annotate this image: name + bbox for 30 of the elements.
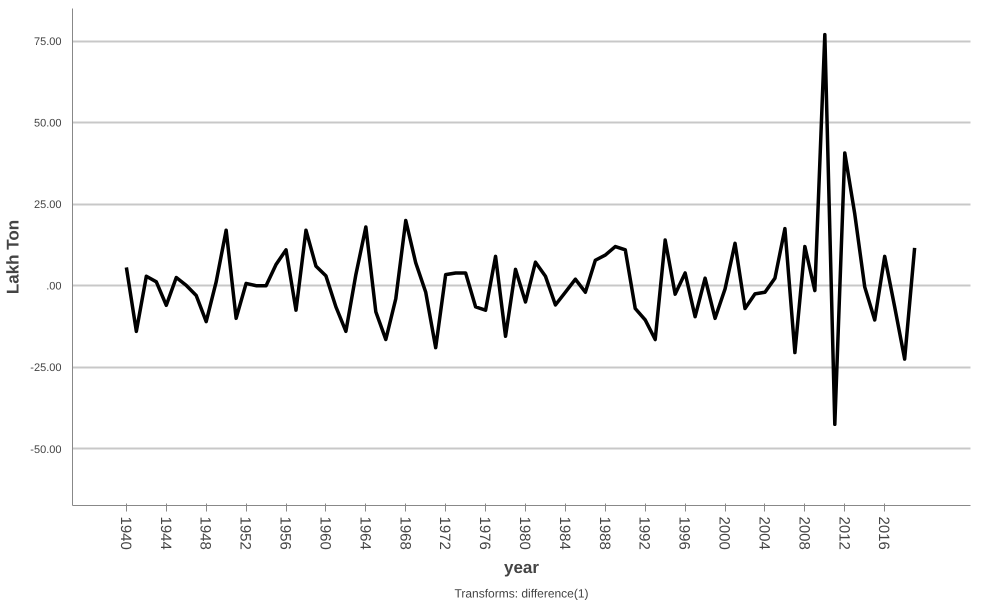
x-tick-label: 1940 (116, 516, 134, 550)
y-tick-label: 25.00 (34, 199, 62, 212)
y-tick-label: 75.00 (34, 36, 62, 48)
x-axis-title: year (504, 558, 540, 577)
x-tick-label: 1968 (396, 516, 414, 550)
y-axis-title: Lakh Ton (3, 220, 22, 294)
y-tick-label: 50.00 (34, 118, 62, 130)
x-tick-label: 1944 (156, 516, 174, 550)
x-tick-label: 1964 (356, 516, 374, 550)
x-tick-label: 1996 (676, 516, 693, 550)
x-tick-label: 2012 (835, 516, 852, 550)
x-tick-label: 1980 (516, 516, 533, 550)
y-tick-label: -50.00 (30, 444, 62, 456)
x-tick-label: 1984 (556, 516, 573, 550)
x-tick-label: 1988 (596, 516, 613, 550)
x-tick-label: 1960 (316, 516, 334, 550)
y-tick-label: .00 (46, 280, 62, 293)
x-tick-label: 1948 (196, 516, 214, 550)
text: Transforms: difference(1) (454, 586, 589, 600)
x-tick-label: 2004 (755, 516, 772, 550)
x-tick-label: 1952 (236, 516, 254, 550)
x-tick-label: 1992 (636, 516, 653, 550)
x-tick-label: 2016 (875, 516, 892, 550)
x-tick-label: 2008 (795, 516, 812, 550)
x-tick-label: 1972 (436, 516, 454, 550)
x-tick-label: 1976 (476, 516, 494, 550)
y-tick-label: -25.00 (30, 362, 62, 374)
line-series (124, 32, 916, 426)
x-tick-label: 2000 (716, 516, 733, 550)
x-tick-label: 1956 (276, 516, 294, 550)
